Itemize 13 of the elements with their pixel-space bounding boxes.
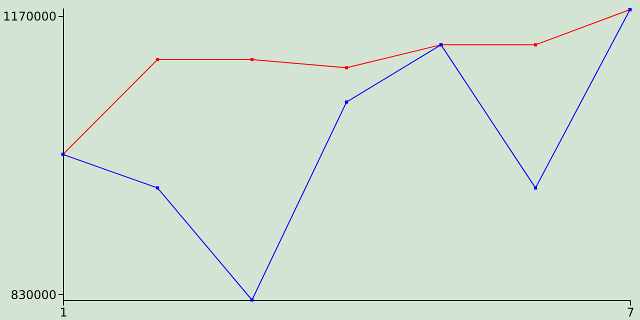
point — [344, 66, 348, 70]
x-tick-label: 1 — [60, 306, 68, 320]
x-tick-label: 7 — [626, 306, 634, 320]
point — [534, 186, 538, 190]
point — [250, 58, 254, 62]
y-tick-label: 1170000 — [3, 10, 56, 24]
point — [250, 298, 254, 302]
point — [534, 43, 538, 46]
y-tick-label: 830000 — [10, 288, 56, 302]
point — [344, 100, 348, 104]
point — [156, 58, 160, 62]
line-series — [61, 8, 632, 302]
point — [156, 186, 160, 190]
